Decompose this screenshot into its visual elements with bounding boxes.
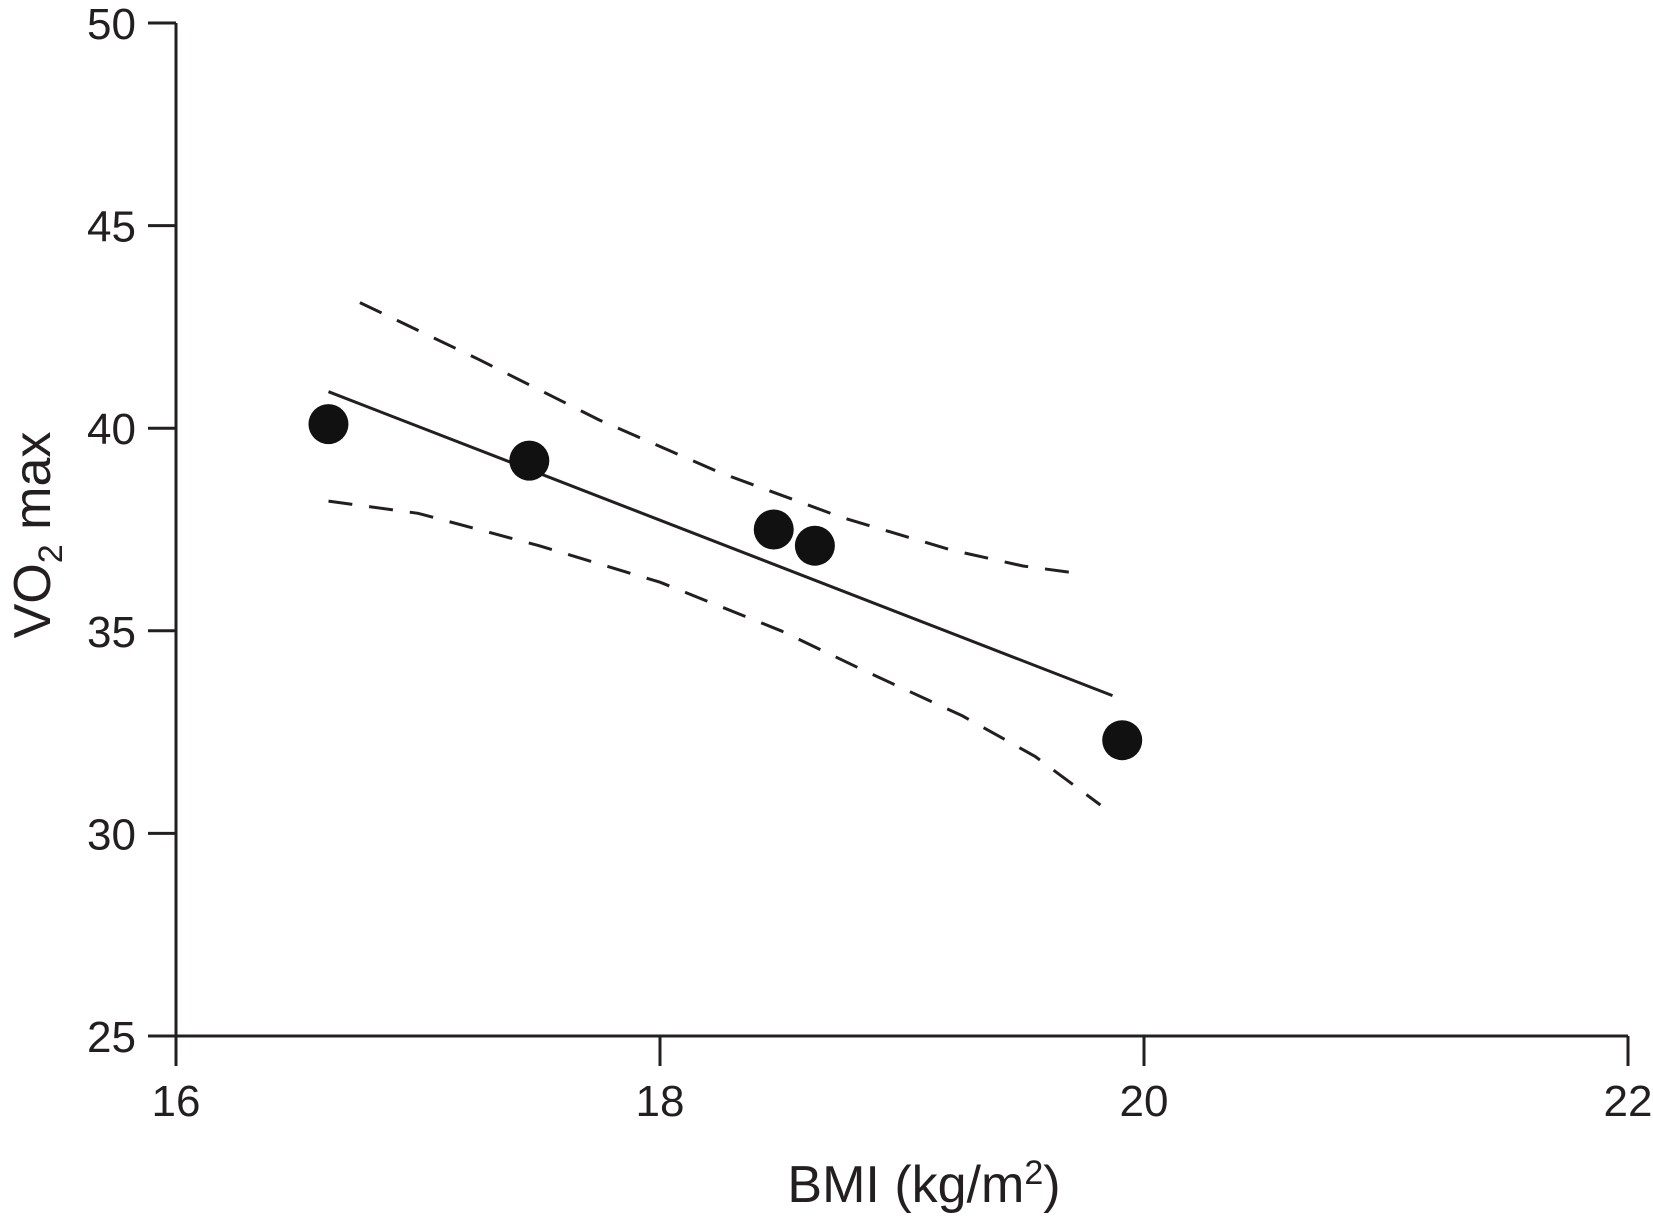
x-tick-label: 18 xyxy=(636,1077,685,1126)
y-tick-label: 35 xyxy=(87,608,136,657)
data-point xyxy=(509,440,550,481)
upper-confidence-band xyxy=(359,301,1084,576)
data-point xyxy=(308,404,349,445)
data-points xyxy=(308,404,1143,761)
x-axis-ticks: 16 18 20 22 xyxy=(152,1036,1653,1126)
data-point xyxy=(1102,720,1143,761)
data-point xyxy=(794,525,835,566)
axes xyxy=(174,23,1628,1038)
x-tick-label: 22 xyxy=(1604,1077,1653,1126)
x-axis-title: BMI (kg/m2) xyxy=(787,1154,1060,1214)
y-axis-ticks: 25 30 35 40 45 50 xyxy=(87,0,176,1062)
y-axis-title-subscript: 2 xyxy=(32,544,70,563)
series-lines xyxy=(327,301,1114,807)
y-axis-title-main: VO xyxy=(4,563,62,638)
x-tick-label: 20 xyxy=(1120,1077,1169,1126)
y-axis-title: VO2 max xyxy=(4,432,70,639)
y-tick-label: 45 xyxy=(87,203,136,252)
lower-confidence-band xyxy=(328,499,1102,807)
y-tick-label: 40 xyxy=(87,405,136,454)
y-tick-label: 50 xyxy=(87,0,136,49)
x-axis-title-main: BMI (kg/m xyxy=(787,1156,1024,1214)
y-tick-label: 25 xyxy=(87,1013,136,1062)
x-axis-title-tail: ) xyxy=(1043,1156,1060,1214)
x-tick-label: 16 xyxy=(152,1077,201,1126)
x-axis-title-superscript: 2 xyxy=(1024,1154,1043,1192)
regression-line xyxy=(327,390,1114,697)
data-point xyxy=(753,509,794,550)
y-tick-label: 30 xyxy=(87,810,136,859)
y-axis-title-tail: max xyxy=(4,432,62,545)
